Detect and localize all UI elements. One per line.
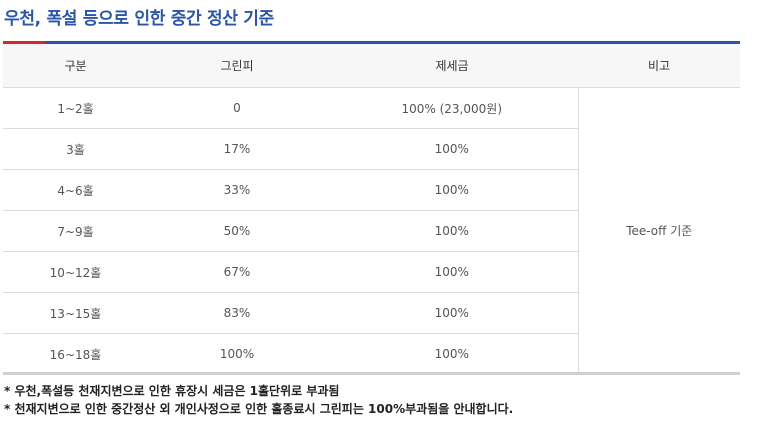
cell-tax: 100% (326, 292, 578, 334)
cell-green-fee: 100% (219, 347, 255, 361)
footnote-item: * 우천,폭설등 천재지변으로 인한 휴장시 세금은 1홀단위로 부과됨 (4, 384, 340, 398)
cell-tax: 100% (326, 128, 578, 170)
table-row: 3홀 17% 100% (3, 128, 740, 170)
title-underline (3, 41, 740, 44)
cell-division: 7~9홀 (3, 210, 148, 252)
table-row: 7~9홀 50% 100% (3, 210, 740, 252)
cell-tax: 100% (326, 251, 578, 293)
cell-note: Tee-off 기준 (577, 87, 740, 375)
cell-green-fee: 33% (148, 169, 326, 211)
cell-tax: 100% (434, 347, 469, 361)
cell-green-fee: 50% (148, 210, 326, 252)
page-title: 우천, 폭설 등으로 인한 중간 정산 기준 (4, 9, 274, 29)
title-underline-accent (3, 41, 45, 44)
cell-tax: 100% (326, 210, 578, 252)
header-tax: 제세금 (326, 44, 578, 88)
cell-division: 4~6홀 (3, 169, 148, 211)
cell-green-fee: 67% (148, 251, 326, 293)
table-row: 13~15홀 83% 100% (3, 292, 740, 334)
settlement-table: 구분 그린피 제세금 비고 1~2홀 0 100% (23,000원) Tee-… (3, 44, 740, 375)
footnote-item: * 천재지변으로 인한 중간정산 외 개인사정으로 인한 홀종료시 그린피는 1… (4, 402, 514, 416)
cell-green-fee: 83% (148, 292, 326, 334)
cell-division: 3홀 (3, 128, 148, 170)
header-division: 구분 (3, 44, 148, 88)
table-row: 4~6홀 33% 100% (3, 169, 740, 211)
cell-tax: 100% (326, 169, 578, 211)
cell-division: 13~15홀 (3, 292, 148, 334)
header-green-fee: 그린피 (148, 44, 326, 88)
cell-division: 16~18홀 (49, 347, 102, 362)
table-bottom-border (3, 372, 740, 375)
footnotes: * 우천,폭설등 천재지변으로 인한 휴장시 세금은 1홀단위로 부과됨 * 천… (4, 382, 513, 418)
cell-division: 1~2홀 (3, 87, 148, 129)
cell-division: 10~12홀 (3, 251, 148, 293)
table-row: 10~12홀 67% 100% (3, 251, 740, 293)
header-note: 비고 (578, 44, 740, 88)
cell-tax: 100% (23,000원) (326, 87, 578, 129)
cell-green-fee: 17% (148, 128, 326, 170)
table-row: 1~2홀 0 100% (23,000원) Tee-off 기준 (3, 87, 740, 375)
table-row: 16~18홀 100% 100% (3, 334, 740, 375)
table-header-row: 구분 그린피 제세금 비고 (3, 44, 740, 88)
cell-green-fee: 0 (148, 87, 326, 129)
